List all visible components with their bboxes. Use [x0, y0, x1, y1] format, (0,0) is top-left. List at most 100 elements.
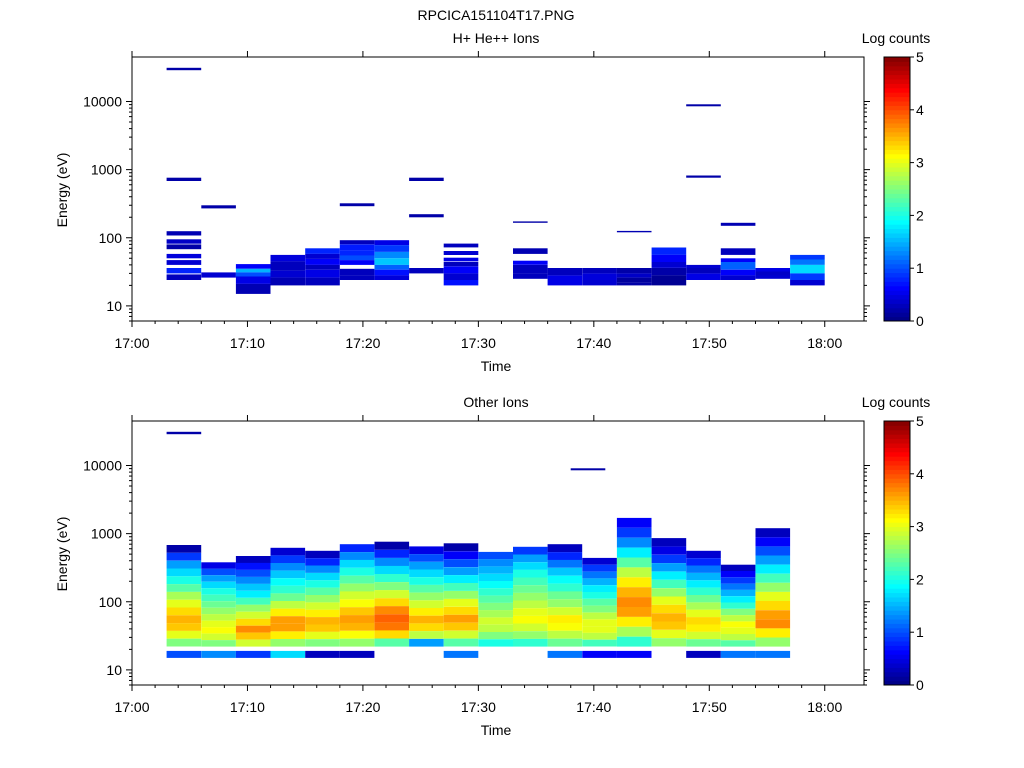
colorbar-swatch: [884, 272, 910, 278]
heatmap-cell: [339, 203, 375, 207]
heatmap-cell: [547, 599, 583, 608]
heatmap-cell: [582, 557, 617, 565]
colorbar-swatch: [884, 561, 910, 567]
heatmap-cell: [790, 273, 825, 280]
colorbar-swatch: [884, 118, 910, 124]
x-tick-label: 17:50: [692, 335, 727, 351]
heatmap-cell: [305, 550, 340, 559]
colorbar-swatch: [884, 522, 910, 528]
heatmap-cell: [305, 595, 340, 603]
heatmap-cell: [513, 248, 548, 254]
colorbar: 0 1 2 3 4 5: [883, 413, 924, 693]
heatmap-cell: [720, 583, 756, 590]
heatmap-cell: [478, 624, 513, 632]
heatmap-cell: [478, 610, 513, 618]
heatmap-cell: [339, 268, 375, 276]
heatmap-cell: [720, 564, 756, 571]
heatmap-cell: [374, 606, 410, 615]
heatmap-cell: [409, 615, 444, 624]
heatmap-cell: [616, 277, 652, 283]
heatmap-cell: [790, 264, 825, 274]
heatmap-cell: [374, 275, 410, 280]
colorbar-swatch: [884, 619, 910, 624]
colorbar-swatch: [884, 61, 910, 67]
heatmap-cell: [166, 599, 202, 608]
colorbar-tick-label: 1: [916, 624, 924, 640]
heatmap-cell: [339, 583, 375, 592]
x-tick-label: 17:30: [461, 335, 496, 351]
colorbar-swatch: [884, 281, 910, 287]
heatmap-cell: [547, 591, 583, 600]
heatmap-cell: [720, 571, 756, 578]
heatmap-cell: [478, 551, 513, 560]
colorbar-swatch: [884, 312, 910, 318]
colorbar-swatch: [884, 307, 910, 313]
heatmap-cell: [582, 585, 617, 592]
colorbar-swatch: [884, 290, 910, 296]
heatmap-cell: [443, 273, 479, 280]
heatmap-cell: [616, 636, 652, 647]
heatmap-cell: [374, 622, 410, 631]
colorbar-swatch: [884, 250, 910, 256]
x-tick-label: 17:00: [114, 699, 149, 715]
heatmap-cell: [755, 268, 791, 272]
heatmap-cell: [235, 562, 271, 570]
heatmap-cell: [409, 592, 444, 601]
heatmap-cell: [305, 631, 340, 640]
heatmap-cell: [201, 594, 236, 602]
heatmap-cell: [443, 257, 479, 262]
y-tick-label: 10000: [83, 94, 122, 110]
heatmap-cell: [270, 547, 306, 556]
heatmap-cell: [513, 623, 548, 632]
heatmap-cell: [443, 243, 479, 248]
heatmap-cell: [443, 567, 479, 576]
heatmap-cell: [339, 591, 375, 600]
heatmap-cell: [616, 268, 652, 274]
heatmap-cell: [339, 622, 375, 631]
heatmap-cell: [616, 282, 652, 286]
heatmap-cell: [235, 283, 271, 294]
colorbar-tick-label: 2: [916, 571, 924, 587]
heatmap-cell: [443, 551, 479, 560]
heatmap-cell: [166, 650, 202, 658]
heatmap-cell: [547, 607, 583, 616]
heatmap-cell: [166, 552, 202, 561]
heatmap-cell: [305, 572, 340, 581]
colorbar-swatch: [884, 153, 910, 159]
heatmap-cell: [651, 538, 687, 547]
heatmap-cell: [270, 650, 306, 658]
heatmap-cell: [547, 567, 583, 576]
heatmap-cells: [166, 67, 825, 294]
heatmap-cell: [720, 608, 756, 616]
colorbar-swatch: [884, 570, 910, 576]
colorbar-swatch: [884, 535, 910, 541]
heatmap-cell: [720, 634, 756, 641]
heatmap-cell: [547, 575, 583, 584]
heatmap-cell: [305, 277, 340, 286]
colorbar-swatch: [884, 456, 910, 462]
colorbar-tick-label: 5: [916, 413, 924, 429]
heatmap-cell: [651, 613, 687, 622]
colorbar-swatch: [884, 504, 910, 510]
heatmap-cell: [616, 230, 652, 233]
heatmap-cell: [443, 251, 479, 255]
heatmap-cell: [374, 614, 410, 623]
heatmap-cell: [201, 272, 236, 278]
heatmap-cell: [720, 589, 756, 597]
colorbar-swatch: [884, 557, 910, 563]
heatmap-cell: [547, 638, 583, 647]
colorbar-swatch: [884, 676, 910, 682]
colorbar-swatch: [884, 592, 910, 598]
heatmap-cell: [270, 254, 306, 262]
heatmap-cell: [235, 268, 271, 273]
heatmap-cell: [235, 576, 271, 584]
colorbar: 0 1 2 3 4 5: [883, 49, 924, 329]
heatmap-cell: [201, 588, 236, 595]
heatmap-cell: [547, 630, 583, 639]
colorbar-tick-label: 0: [916, 677, 924, 693]
heatmap-cell: [339, 552, 375, 560]
heatmap-cell: [651, 604, 687, 614]
heatmap-cell: [686, 617, 721, 625]
heatmap-cell: [201, 568, 236, 576]
colorbar-swatch: [884, 465, 910, 470]
